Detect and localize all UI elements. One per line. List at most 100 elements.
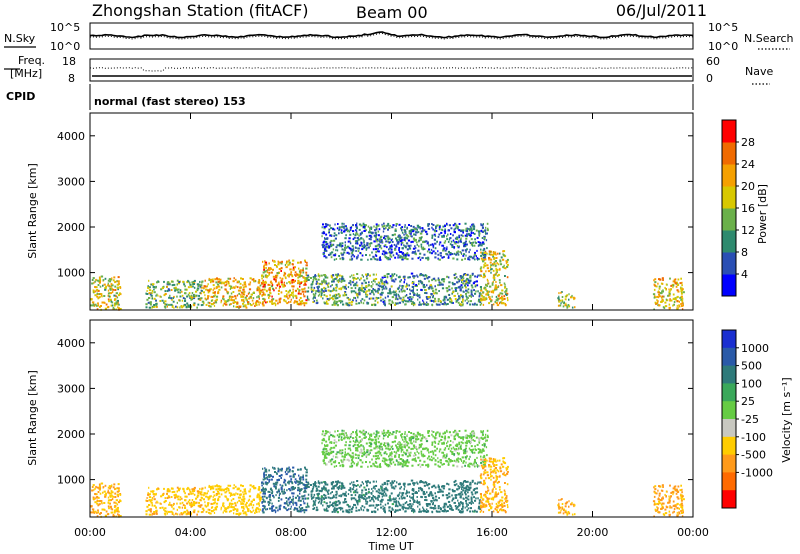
velocity-cell bbox=[217, 499, 220, 502]
velocity-cell bbox=[249, 502, 252, 505]
power-cell bbox=[395, 296, 398, 299]
power-cell bbox=[325, 241, 328, 243]
power-cell bbox=[669, 298, 671, 301]
power-cell bbox=[263, 264, 265, 267]
power-cell bbox=[383, 224, 386, 227]
velocity-cell bbox=[298, 510, 300, 513]
power-cell bbox=[156, 281, 158, 284]
velocity-cell bbox=[170, 504, 172, 507]
velocity-cell bbox=[153, 504, 156, 507]
velocity-cell bbox=[235, 512, 237, 515]
power-cell bbox=[454, 289, 458, 292]
power-cell bbox=[655, 285, 658, 288]
power-cell bbox=[476, 249, 478, 252]
velocity-cell bbox=[455, 460, 458, 463]
power-cell bbox=[281, 283, 284, 286]
power-cell bbox=[495, 257, 498, 259]
velocity-cell bbox=[163, 501, 166, 504]
power-cell bbox=[193, 283, 195, 285]
power-cell bbox=[438, 281, 441, 284]
power-cell bbox=[431, 285, 433, 288]
velocity-cell bbox=[364, 452, 367, 455]
velocity-cell bbox=[145, 510, 148, 513]
velocity-cell bbox=[181, 497, 183, 500]
velocity-cell bbox=[329, 504, 331, 507]
power-cell bbox=[397, 293, 400, 296]
velocity-cell bbox=[263, 499, 265, 502]
power-cell bbox=[439, 224, 441, 227]
power-cell bbox=[423, 286, 425, 289]
power-cell bbox=[269, 268, 271, 271]
power-cell bbox=[263, 275, 265, 278]
power-cell bbox=[657, 290, 660, 293]
velocity-cell bbox=[306, 504, 309, 507]
velocity-cell bbox=[262, 492, 265, 495]
power-cell bbox=[248, 297, 250, 300]
power-cell bbox=[249, 283, 251, 286]
velocity-cell bbox=[113, 483, 116, 486]
velocity-cell bbox=[468, 458, 470, 461]
velocity-cell bbox=[369, 436, 371, 439]
power-cell bbox=[325, 256, 328, 259]
power-cell bbox=[102, 284, 104, 287]
velocity-cell bbox=[223, 505, 225, 508]
power-cell bbox=[499, 259, 502, 262]
power-cell bbox=[676, 304, 678, 307]
power-cell bbox=[475, 255, 477, 258]
power-cell bbox=[494, 260, 497, 262]
velocity-cell bbox=[373, 485, 376, 488]
velocity-cell bbox=[314, 499, 317, 502]
velocity-cell bbox=[301, 509, 304, 512]
velocity-cell bbox=[398, 454, 401, 456]
power-cell bbox=[480, 254, 483, 257]
power-cell bbox=[324, 248, 327, 251]
power-cell bbox=[312, 280, 314, 283]
power-cell bbox=[348, 282, 351, 285]
velocity-cell bbox=[228, 502, 232, 505]
power-cell bbox=[483, 272, 486, 275]
power-cell bbox=[443, 301, 446, 304]
velocity-cell bbox=[484, 445, 486, 448]
power-cell bbox=[410, 244, 412, 247]
velocity-cell bbox=[483, 454, 486, 457]
velocity-cell bbox=[243, 488, 245, 491]
power-cell bbox=[425, 292, 428, 295]
power-cell bbox=[507, 299, 509, 302]
velocity-cell bbox=[351, 481, 353, 484]
power-cell bbox=[458, 223, 461, 225]
power-cell bbox=[173, 306, 175, 309]
velocity-cell bbox=[214, 508, 218, 511]
velocity-cell bbox=[228, 491, 231, 494]
power-cell bbox=[492, 291, 495, 294]
velocity-cell bbox=[285, 473, 288, 476]
power-cell bbox=[199, 292, 202, 295]
velocity-cell bbox=[365, 492, 368, 495]
velocity-cell bbox=[92, 496, 95, 499]
velocity-cell bbox=[100, 501, 103, 504]
velocity-cell bbox=[361, 481, 363, 484]
power-cell bbox=[480, 257, 483, 260]
power-cell bbox=[462, 298, 464, 301]
velocity-cell bbox=[483, 444, 486, 447]
velocity-cell bbox=[333, 446, 336, 449]
velocity-cell bbox=[359, 496, 362, 499]
noise-search-label: N.Search bbox=[744, 32, 794, 45]
power-cell bbox=[234, 278, 237, 281]
velocity-cell bbox=[369, 434, 372, 437]
power-cell bbox=[195, 295, 197, 298]
velocity-cell bbox=[394, 463, 397, 466]
power-cell bbox=[268, 296, 270, 299]
power-cell bbox=[298, 267, 300, 270]
power-cell bbox=[312, 301, 315, 303]
power-cell bbox=[464, 284, 467, 287]
velocity-cell bbox=[370, 492, 373, 495]
velocity-cell bbox=[192, 504, 196, 507]
power-cell bbox=[193, 293, 196, 296]
power-cell bbox=[480, 248, 482, 251]
power-cell bbox=[333, 258, 336, 261]
power-cell bbox=[230, 295, 233, 298]
power-cell bbox=[265, 289, 268, 292]
power-cell bbox=[464, 222, 467, 225]
power-cell bbox=[441, 303, 444, 305]
power-cell bbox=[418, 301, 421, 304]
